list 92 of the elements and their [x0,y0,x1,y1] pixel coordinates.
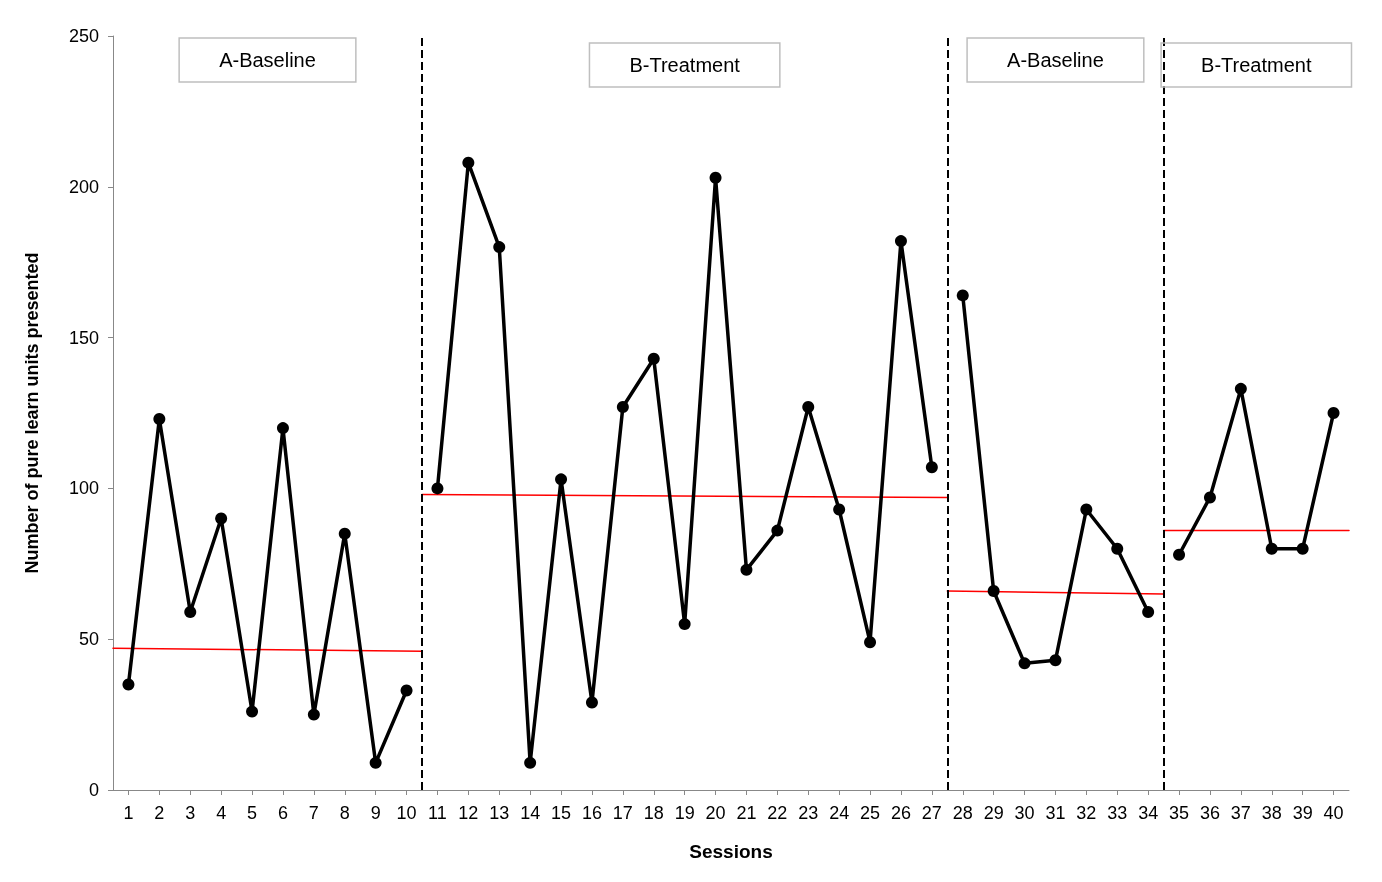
point [1049,654,1062,667]
x-tick-label: 14 [520,803,541,823]
x-tick-label: 24 [829,803,850,823]
x-tick-label: 36 [1199,803,1220,823]
point [555,473,568,486]
x-tick-label: 18 [643,803,664,823]
x-tick-label: 1 [123,803,134,823]
point [307,708,320,721]
point [987,584,1000,597]
x-tick-label: 4 [216,803,227,823]
x-tick-label: 11 [428,803,447,823]
x-tick-label: 9 [370,803,381,823]
x-tick-label: 21 [736,803,757,823]
x-tick-label: 23 [798,803,819,823]
point [740,563,753,576]
x-tick-label: 25 [860,803,881,823]
y-tick-label: 200 [68,176,99,197]
point [338,527,351,540]
point [771,524,784,537]
x-tick-label: 16 [581,803,602,823]
x-tick-label: 26 [890,803,911,823]
x-tick-label: 20 [705,803,726,823]
point [431,482,444,495]
point [894,235,907,248]
x-tick-label: 15 [551,803,572,823]
x-tick-label: 3 [185,803,196,823]
annotation: B-Treatment [629,54,741,76]
y-tick-label: 250 [68,26,99,46]
point [369,756,382,769]
annotation: A-Baseline [1007,49,1104,71]
x-tick-label: 34 [1138,803,1159,823]
point [524,756,537,769]
point [1142,606,1155,619]
x-tick-label: 30 [1014,803,1035,823]
x-tick-label: 27 [921,803,942,823]
x-tick-label: 17 [612,803,633,823]
point [1234,382,1247,395]
point [833,503,846,516]
point [925,461,938,474]
point [493,241,506,254]
x-tick-label: 37 [1230,803,1251,823]
x-tick-label: 8 [339,803,350,823]
point [956,289,969,302]
x-tick-label: 2 [154,803,165,823]
point [122,678,135,691]
point [864,636,877,649]
y-tick-label: 100 [68,478,99,499]
x-tick-label: 39 [1292,803,1313,823]
x-tick-label: 6 [277,803,288,823]
y-axis-title: Number of pure learn units presented [22,252,42,574]
point [1265,542,1278,555]
point [1111,542,1124,555]
point [1080,503,1093,516]
x-tick-label: 40 [1323,803,1344,823]
point [1203,491,1216,504]
x-tick-label: 10 [396,803,417,823]
y-tick-label: 50 [78,629,99,650]
point [647,352,660,365]
point [709,171,722,184]
point [678,618,691,631]
point [246,705,259,718]
point [616,400,629,413]
x-tick-label: 33 [1107,803,1128,823]
y-tick-label: 0 [88,780,99,800]
x-tick-label: 22 [767,803,788,823]
x-tick-label: 32 [1076,803,1097,823]
point [276,422,289,435]
x-tick-label: 29 [983,803,1004,823]
x-axis-title: Sessions [689,841,773,862]
x-tick-label: 5 [247,803,258,823]
point [802,400,815,413]
point [1018,657,1031,670]
point [1327,407,1340,419]
point [184,606,197,619]
x-tick-label: 31 [1045,803,1066,823]
x-tick-label: 13 [489,803,510,823]
x-tick-label: 19 [674,803,695,823]
x-tick-label: 35 [1169,803,1190,823]
x-tick-label: 28 [952,803,973,823]
x-tick-label: 7 [308,803,319,823]
x-tick-label: 38 [1261,803,1282,823]
x-tick-label: 12 [458,803,479,823]
y-tick-label: 150 [68,327,99,348]
annotation: B-Treatment [1201,54,1312,76]
point [215,512,228,525]
point [1173,548,1186,561]
point [400,684,413,697]
point [585,696,598,709]
point [1296,542,1309,555]
point [153,413,166,426]
annotation: A-Baseline [219,49,316,71]
point [462,156,475,169]
